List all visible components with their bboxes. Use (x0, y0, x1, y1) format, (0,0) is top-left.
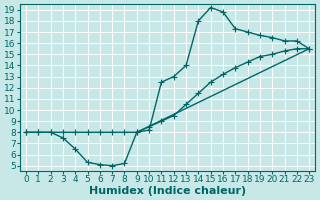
X-axis label: Humidex (Indice chaleur): Humidex (Indice chaleur) (89, 186, 246, 196)
